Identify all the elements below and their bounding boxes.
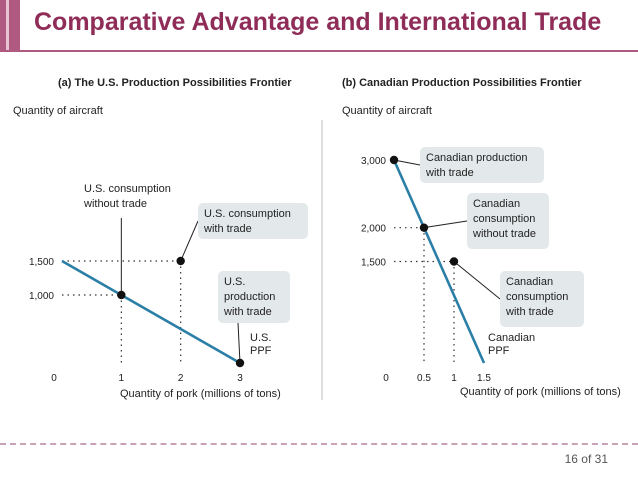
page-number: 16 of 31: [564, 452, 608, 466]
ppf-label: PPF: [488, 345, 510, 357]
x-tick-label: 1: [119, 373, 125, 384]
callout-text: with trade: [203, 223, 252, 235]
title-accent-bar: [0, 0, 20, 50]
callout-text: U.S. consumption: [84, 183, 171, 195]
y-tick-label: 3,000: [361, 156, 386, 167]
callout-text: production: [224, 291, 275, 303]
y-tick-label: 2,000: [361, 224, 386, 235]
callout-text: Canadian production: [426, 152, 528, 164]
title-accent-stripe: [6, 0, 9, 50]
x-tick-label: 0: [51, 373, 57, 384]
callout-box: [500, 271, 584, 327]
ppf-label: Canadian: [488, 332, 535, 344]
ppf-label: U.S.: [250, 332, 271, 344]
x-tick-label: 1.5: [477, 373, 491, 384]
callout-leader: [453, 261, 501, 300]
footer-rule: [0, 443, 638, 445]
callout-leader: [423, 220, 468, 229]
callout-text: with trade: [425, 167, 474, 179]
panel-us-title: (a) The U.S. Production Possibilities Fr…: [58, 77, 292, 89]
y-tick-label: 1,500: [361, 258, 386, 269]
callout-leader: [180, 220, 199, 262]
callout-text: U.S.: [224, 276, 245, 288]
callout-text: consumption: [473, 213, 535, 225]
panel-ca-title: (b) Canadian Production Possibilities Fr…: [342, 77, 582, 89]
data-point: [389, 155, 399, 165]
ppf-line: [61, 259, 241, 365]
x-tick-label: 3: [237, 373, 243, 384]
callout-box: [218, 271, 290, 323]
panel-ca-ylabel: Quantity of aircraft: [342, 105, 432, 117]
charts-canvas: (a) The U.S. Production Possibilities Fr…: [13, 77, 621, 400]
panel-us-xlabel: Quantity of pork (millions of tons): [120, 388, 281, 400]
y-tick-label: 1,000: [29, 291, 54, 302]
y-tick-label: 1,500: [29, 257, 54, 268]
panel-ca-xlabel: Quantity of pork (millions of tons): [460, 386, 621, 398]
ppf-label: PPF: [250, 345, 272, 357]
callout-text: U.S. consumption: [204, 208, 291, 220]
x-tick-label: 0.5: [417, 373, 431, 384]
callout-text: without trade: [472, 228, 536, 240]
panel-us: (a) The U.S. Production Possibilities Fr…: [13, 77, 323, 400]
data-point: [235, 358, 245, 368]
callout-text: with trade: [223, 306, 272, 318]
callout-text: Canadian: [506, 276, 553, 288]
data-point: [176, 256, 185, 266]
x-tick-label: 2: [178, 373, 184, 384]
callout-text: with trade: [505, 306, 554, 318]
data-point: [419, 223, 429, 232]
panel-ca: (b) Canadian Production Possibilities Fr…: [342, 77, 621, 398]
ppf-line: [392, 159, 486, 364]
x-tick-label: 1: [451, 373, 457, 384]
plot-layer: 0 1 2 3 1,000 1,500 U.S. consumption without tr…: [29, 147, 584, 384]
data-point: [449, 257, 459, 266]
title-rule: [0, 50, 638, 52]
callout-box: [420, 147, 544, 183]
callout-leader: [393, 159, 421, 166]
x-tick-label: 0: [383, 373, 389, 384]
callout-box: [467, 193, 549, 249]
callout-text: without trade: [83, 198, 147, 210]
callout-leader: [237, 322, 241, 364]
panel-us-ylabel: Quantity of aircraft: [13, 105, 103, 117]
callout-box: [198, 203, 308, 239]
callout-text: consumption: [506, 291, 568, 303]
data-point: [117, 290, 126, 300]
slide-title: Comparative Advantage and International …: [34, 8, 602, 36]
callout-text: Canadian: [473, 198, 520, 210]
